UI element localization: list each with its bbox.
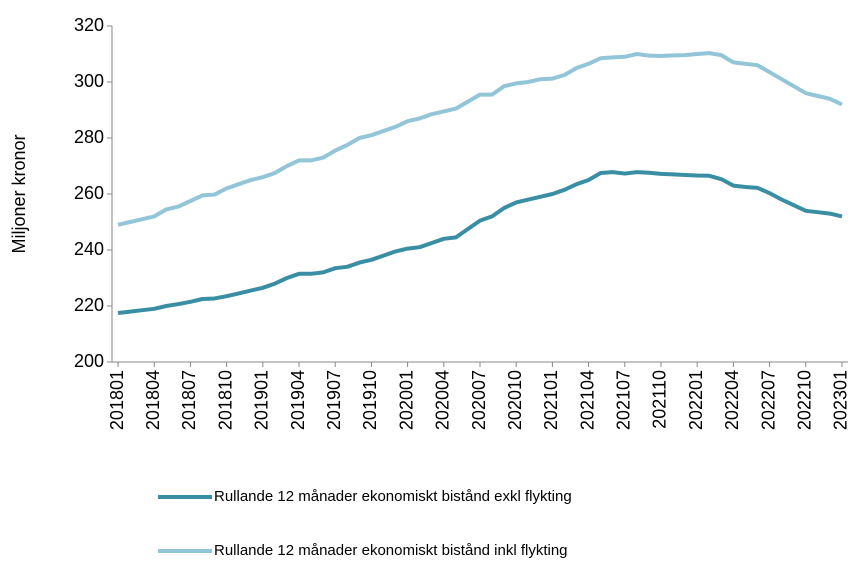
- x-tick-label: 202107: [614, 370, 634, 430]
- x-tick-label: 202007: [469, 370, 489, 430]
- y-tick-label: 220: [74, 295, 104, 315]
- x-tick-label: 202301: [831, 370, 851, 430]
- y-tick-label: 300: [74, 71, 104, 91]
- x-tick-label: 202010: [505, 370, 525, 430]
- x-tick-label: 201810: [215, 370, 235, 430]
- x-tick-label: 202204: [722, 370, 742, 430]
- x-tick-label: 201901: [252, 370, 272, 430]
- x-tick-label: 202001: [396, 370, 416, 430]
- x-tick-label: 202201: [686, 370, 706, 430]
- legend-label: Rullande 12 månader ekonomiskt bistånd i…: [214, 542, 568, 559]
- legend-label: Rullande 12 månader ekonomiskt bistånd e…: [214, 488, 572, 505]
- x-tick-label: 202101: [541, 370, 561, 430]
- x-tick-label: 201907: [324, 370, 344, 430]
- y-tick-label: 320: [74, 15, 104, 35]
- y-tick-label: 280: [74, 127, 104, 147]
- x-tick-label: 201801: [107, 370, 127, 430]
- y-axis-title: Miljoner kronor: [9, 134, 29, 253]
- x-tick-label: 201807: [179, 370, 199, 430]
- x-tick-label: 201910: [360, 370, 380, 430]
- x-tick-label: 202110: [650, 370, 670, 429]
- x-tick-label: 201904: [288, 370, 308, 430]
- x-tick-label: 202004: [433, 370, 453, 430]
- y-tick-label: 200: [74, 351, 104, 371]
- x-tick-label: 202104: [577, 370, 597, 430]
- line: [117, 170, 843, 315]
- x-tick-label: 202207: [758, 370, 778, 430]
- x-tick-label: 201804: [143, 370, 163, 430]
- line: [117, 51, 843, 227]
- y-tick-label: 240: [74, 239, 104, 259]
- y-tick-label: 260: [74, 183, 104, 203]
- x-tick-label: 202210: [795, 370, 815, 430]
